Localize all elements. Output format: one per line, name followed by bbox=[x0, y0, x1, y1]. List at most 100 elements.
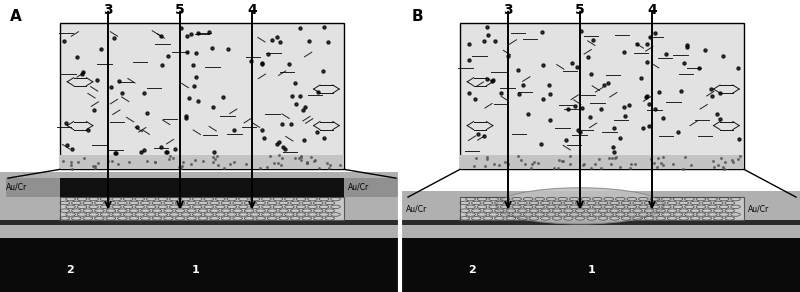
Point bbox=[239, 161, 252, 166]
Point bbox=[159, 149, 172, 154]
Point bbox=[478, 39, 490, 43]
Point bbox=[272, 153, 285, 158]
Point bbox=[680, 43, 693, 47]
Point bbox=[175, 25, 188, 30]
Text: 1: 1 bbox=[588, 265, 596, 275]
Point bbox=[711, 112, 724, 117]
Point bbox=[594, 107, 607, 111]
Point bbox=[519, 162, 532, 166]
Point bbox=[66, 147, 78, 151]
Point bbox=[517, 82, 530, 87]
Point bbox=[636, 125, 649, 130]
Point bbox=[606, 145, 619, 149]
Point bbox=[256, 127, 269, 132]
Point bbox=[88, 166, 101, 171]
Point bbox=[654, 160, 667, 165]
Point bbox=[576, 106, 589, 110]
Point bbox=[95, 46, 108, 51]
Point bbox=[310, 130, 323, 134]
Point bbox=[604, 162, 617, 166]
Text: 2: 2 bbox=[66, 265, 74, 275]
Point bbox=[161, 150, 174, 154]
Point bbox=[179, 114, 192, 119]
Point bbox=[534, 141, 547, 146]
Point bbox=[598, 83, 610, 87]
Point bbox=[469, 97, 482, 102]
Point bbox=[482, 33, 494, 38]
Point bbox=[717, 54, 730, 58]
Point bbox=[727, 159, 740, 164]
Point bbox=[659, 51, 672, 56]
Point bbox=[173, 165, 186, 170]
Point bbox=[108, 36, 121, 41]
Point bbox=[192, 31, 205, 36]
Point bbox=[185, 32, 198, 36]
Point bbox=[594, 166, 607, 171]
Point bbox=[304, 155, 317, 159]
Point bbox=[543, 118, 556, 123]
Point bbox=[640, 42, 653, 46]
Point bbox=[65, 163, 78, 167]
Point bbox=[87, 107, 100, 112]
Text: 5: 5 bbox=[175, 3, 185, 17]
Bar bbox=[400, 238, 800, 292]
Text: 3: 3 bbox=[503, 3, 513, 17]
Text: Au/Cr: Au/Cr bbox=[348, 183, 370, 192]
Point bbox=[681, 44, 694, 49]
Point bbox=[706, 93, 718, 98]
Point bbox=[294, 26, 306, 31]
Point bbox=[672, 130, 685, 134]
Point bbox=[556, 159, 569, 163]
Point bbox=[174, 166, 187, 171]
Point bbox=[481, 25, 494, 30]
Point bbox=[227, 128, 240, 132]
Point bbox=[685, 162, 698, 167]
Point bbox=[76, 69, 89, 74]
Point bbox=[149, 159, 162, 164]
Text: 1: 1 bbox=[192, 265, 200, 275]
Point bbox=[585, 72, 598, 76]
Point bbox=[76, 72, 89, 77]
Point bbox=[693, 66, 706, 71]
Point bbox=[186, 63, 199, 67]
Point bbox=[552, 158, 565, 163]
Text: B: B bbox=[412, 9, 424, 24]
Point bbox=[298, 105, 311, 110]
Point bbox=[294, 157, 307, 162]
Point bbox=[581, 54, 594, 59]
Point bbox=[261, 165, 274, 169]
Point bbox=[583, 114, 596, 119]
Point bbox=[543, 92, 556, 96]
Point bbox=[298, 138, 310, 142]
Point bbox=[302, 39, 315, 43]
Point bbox=[526, 161, 538, 166]
Point bbox=[88, 163, 101, 168]
Point bbox=[218, 165, 230, 170]
Point bbox=[163, 154, 176, 159]
Point bbox=[566, 61, 578, 65]
Point bbox=[318, 136, 330, 141]
Ellipse shape bbox=[496, 188, 664, 224]
Point bbox=[282, 62, 295, 67]
Point bbox=[512, 67, 525, 72]
Point bbox=[102, 158, 114, 163]
Point bbox=[463, 91, 476, 95]
Point bbox=[623, 102, 636, 107]
Point bbox=[258, 136, 270, 141]
Point bbox=[731, 157, 744, 161]
Point bbox=[588, 161, 601, 166]
Bar bbox=[0, 238, 400, 292]
Point bbox=[334, 162, 346, 167]
Point bbox=[209, 157, 222, 162]
Point bbox=[256, 61, 269, 65]
Point bbox=[155, 145, 168, 150]
Point bbox=[64, 160, 77, 164]
Point bbox=[481, 155, 494, 160]
Point bbox=[666, 161, 679, 166]
Point bbox=[717, 164, 730, 169]
Point bbox=[631, 42, 644, 46]
Point bbox=[569, 104, 582, 109]
Point bbox=[551, 166, 564, 170]
Point bbox=[182, 96, 195, 100]
Point bbox=[175, 163, 188, 168]
